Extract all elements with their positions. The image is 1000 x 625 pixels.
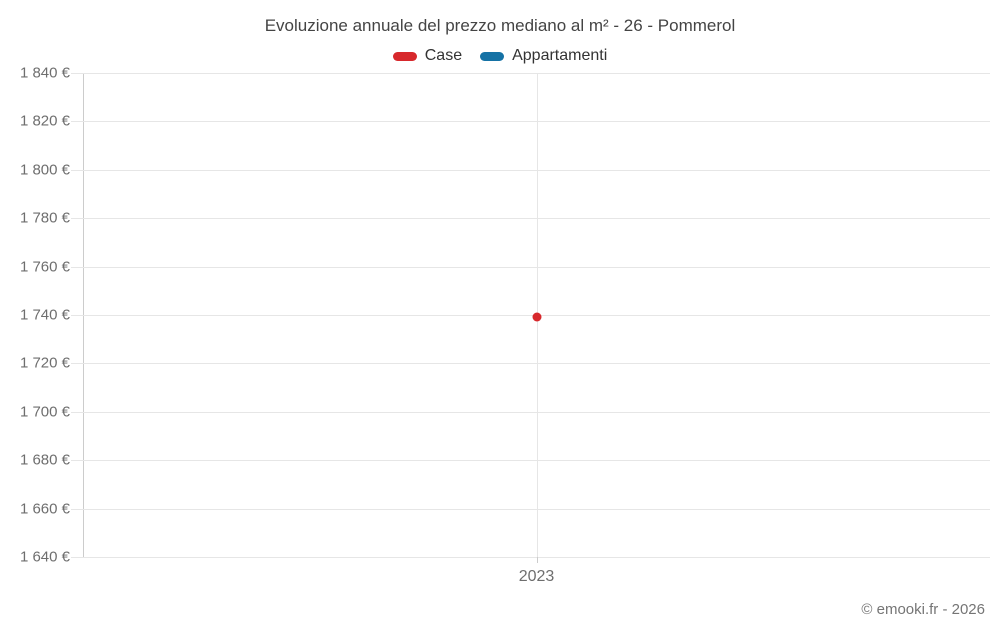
h-gridline <box>71 557 990 558</box>
h-gridline <box>71 73 990 74</box>
legend-label: Case <box>424 47 463 64</box>
y-tick-label: 1 720 € <box>19 354 70 372</box>
y-tick-label: 1 680 € <box>19 451 70 469</box>
data-point-case <box>532 312 542 322</box>
legend-swatch-icon <box>392 51 417 61</box>
y-tick-label: 1 700 € <box>19 403 70 421</box>
legend-item-appartamenti: Appartamenti <box>480 47 607 65</box>
h-gridline <box>71 508 990 510</box>
y-tick-label: 1 780 € <box>19 209 70 227</box>
h-gridline <box>71 363 990 365</box>
legend-swatch-icon <box>480 51 505 61</box>
y-tick-label: 1 820 € <box>19 112 70 130</box>
chart-legend: Case Appartamenti <box>0 47 1000 65</box>
legend-label: Appartamenti <box>512 47 608 64</box>
h-gridline <box>71 411 990 413</box>
chart-title: Evoluzione annuale del prezzo mediano al… <box>264 16 736 35</box>
h-gridline <box>71 218 990 220</box>
h-gridline <box>71 169 990 171</box>
x-axis-tick <box>537 557 538 563</box>
x-tick-label: 2023 <box>518 568 555 585</box>
h-gridline <box>71 460 990 462</box>
y-tick-label: 1 660 € <box>19 500 70 518</box>
h-gridline <box>71 266 990 268</box>
copyright-text: © emooki.fr - 2026 <box>861 601 985 618</box>
y-tick-label: 1 740 € <box>19 306 70 324</box>
y-tick-label: 1 640 € <box>19 548 70 566</box>
x-axis-labels: 2023 <box>83 557 990 587</box>
y-tick-label: 1 760 € <box>19 258 70 276</box>
y-tick-label: 1 840 € <box>19 64 70 82</box>
h-gridline <box>71 121 990 123</box>
y-axis-labels: 1 640 € 1 660 € 1 680 € 1 700 € 1 720 € 1 740… <box>0 65 70 566</box>
plot-area <box>71 73 990 563</box>
legend-item-case: Case <box>392 47 463 65</box>
y-tick-label: 1 800 € <box>19 161 70 179</box>
h-gridline <box>71 315 990 316</box>
